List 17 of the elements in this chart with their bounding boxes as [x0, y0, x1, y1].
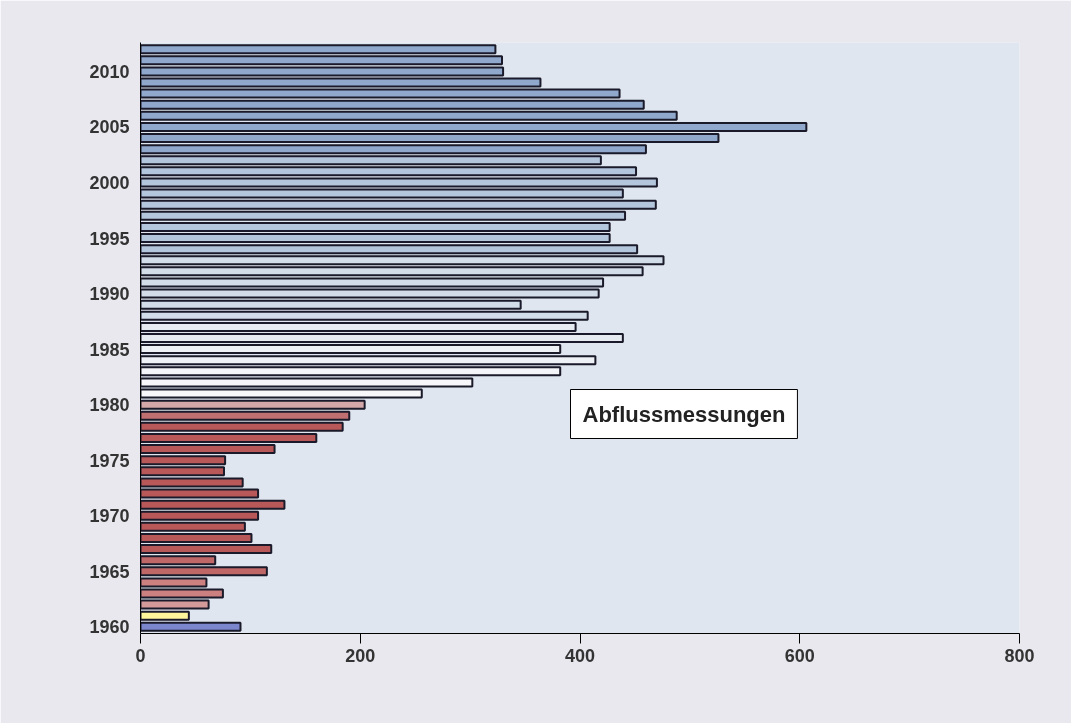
y-tick-label: 1975 [89, 450, 130, 471]
x-tick-label: 0 [135, 645, 146, 666]
y-tick-label: 2000 [89, 172, 130, 193]
x-tick-label: 400 [564, 645, 596, 666]
y-tick-label: 1990 [89, 284, 130, 305]
y-tick-label: 1965 [89, 561, 130, 582]
y-tick-label: 1985 [89, 339, 130, 360]
annotation: Abflussmessungen [582, 401, 786, 427]
y-tick-label: 1960 [89, 617, 130, 638]
x-tick-label: 200 [345, 645, 376, 666]
y-tick-label: 2010 [89, 61, 130, 82]
x-tick-label: 600 [784, 645, 815, 666]
y-tick-label: 1970 [89, 506, 130, 527]
x-tick-label: 800 [1004, 645, 1035, 666]
y-tick-label: 2005 [89, 117, 130, 138]
y-tick-label: 1980 [89, 395, 130, 416]
y-tick-label: 1995 [89, 228, 130, 249]
